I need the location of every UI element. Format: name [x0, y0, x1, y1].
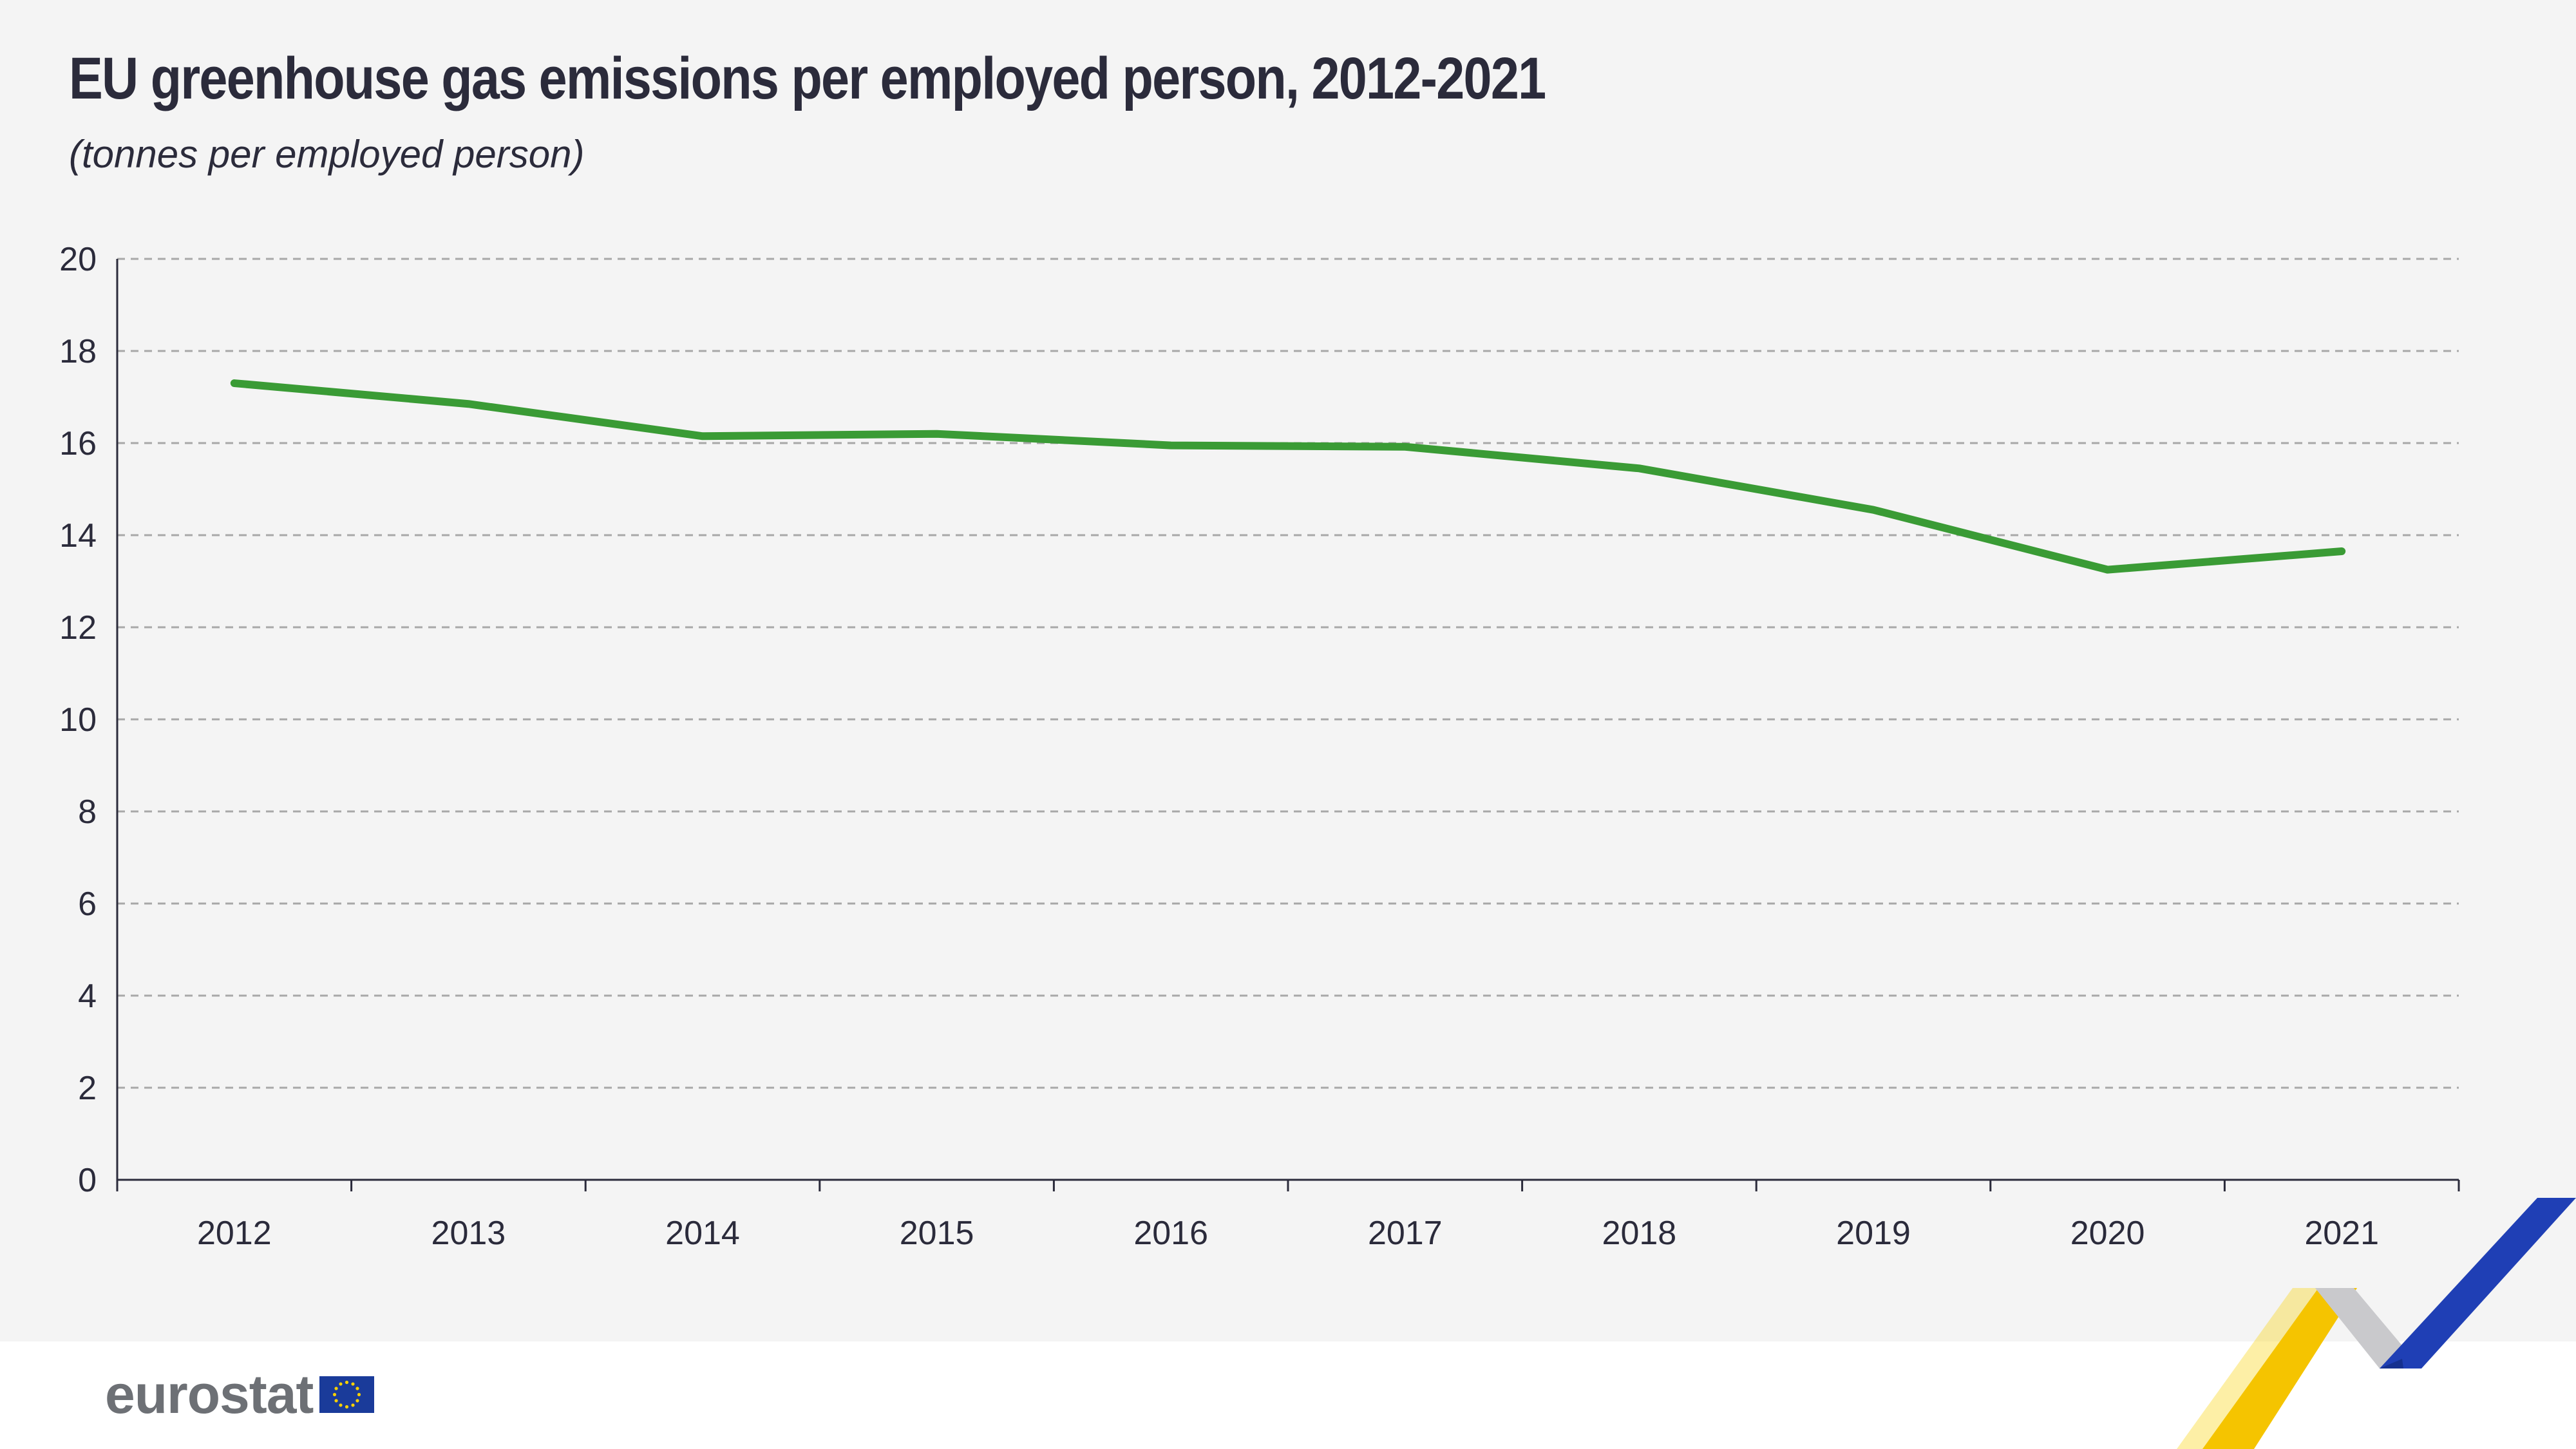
y-tick-label: 4	[78, 978, 97, 1015]
x-tick-label: 2016	[1133, 1215, 1208, 1252]
x-tick-label: 2017	[1368, 1215, 1443, 1252]
x-tick-label: 2014	[665, 1215, 740, 1252]
y-tick-label: 8	[78, 793, 97, 831]
x-tick-label: 2021	[2304, 1215, 2379, 1252]
eurostat-ribbon-graphic	[2177, 1198, 2576, 1449]
x-tick-label: 2015	[900, 1215, 974, 1252]
y-axis-ticks: 0 2 4 6 8 10 12 14 16 18 20	[59, 241, 97, 1199]
logo-text: eurostat	[105, 1363, 314, 1425]
y-tick-label: 18	[59, 333, 97, 370]
y-tick-label: 16	[59, 425, 97, 462]
chart-title: EU greenhouse gas emissions per employed…	[69, 46, 1546, 111]
x-tick-label: 2019	[1836, 1215, 1911, 1252]
x-tick-label: 2018	[1602, 1215, 1677, 1252]
gridlines	[117, 258, 2459, 1089]
x-tick-label: 2013	[431, 1215, 506, 1252]
y-tick-label: 14	[59, 517, 97, 554]
chart-background	[0, 0, 2576, 1341]
y-tick-label: 0	[78, 1162, 97, 1199]
eurostat-logo: eurostat	[105, 1359, 375, 1430]
x-axis: 2012 2013 2014 2015 2016 2017 2018 2019 2020 2021	[116, 259, 2460, 1252]
series-line	[230, 379, 2346, 574]
y-tick-label: 2	[78, 1070, 97, 1107]
y-tick-label: 6	[78, 886, 97, 923]
series-lines	[230, 379, 2346, 574]
y-tick-label: 10	[59, 701, 97, 739]
chart-subtitle: (tonnes per employed person)	[69, 133, 585, 176]
y-tick-label: 12	[59, 609, 97, 647]
x-tick-label: 2020	[2070, 1215, 2145, 1252]
y-tick-label: 20	[59, 241, 97, 278]
eu-flag-icon	[319, 1376, 375, 1413]
x-tick-label: 2012	[197, 1215, 272, 1252]
